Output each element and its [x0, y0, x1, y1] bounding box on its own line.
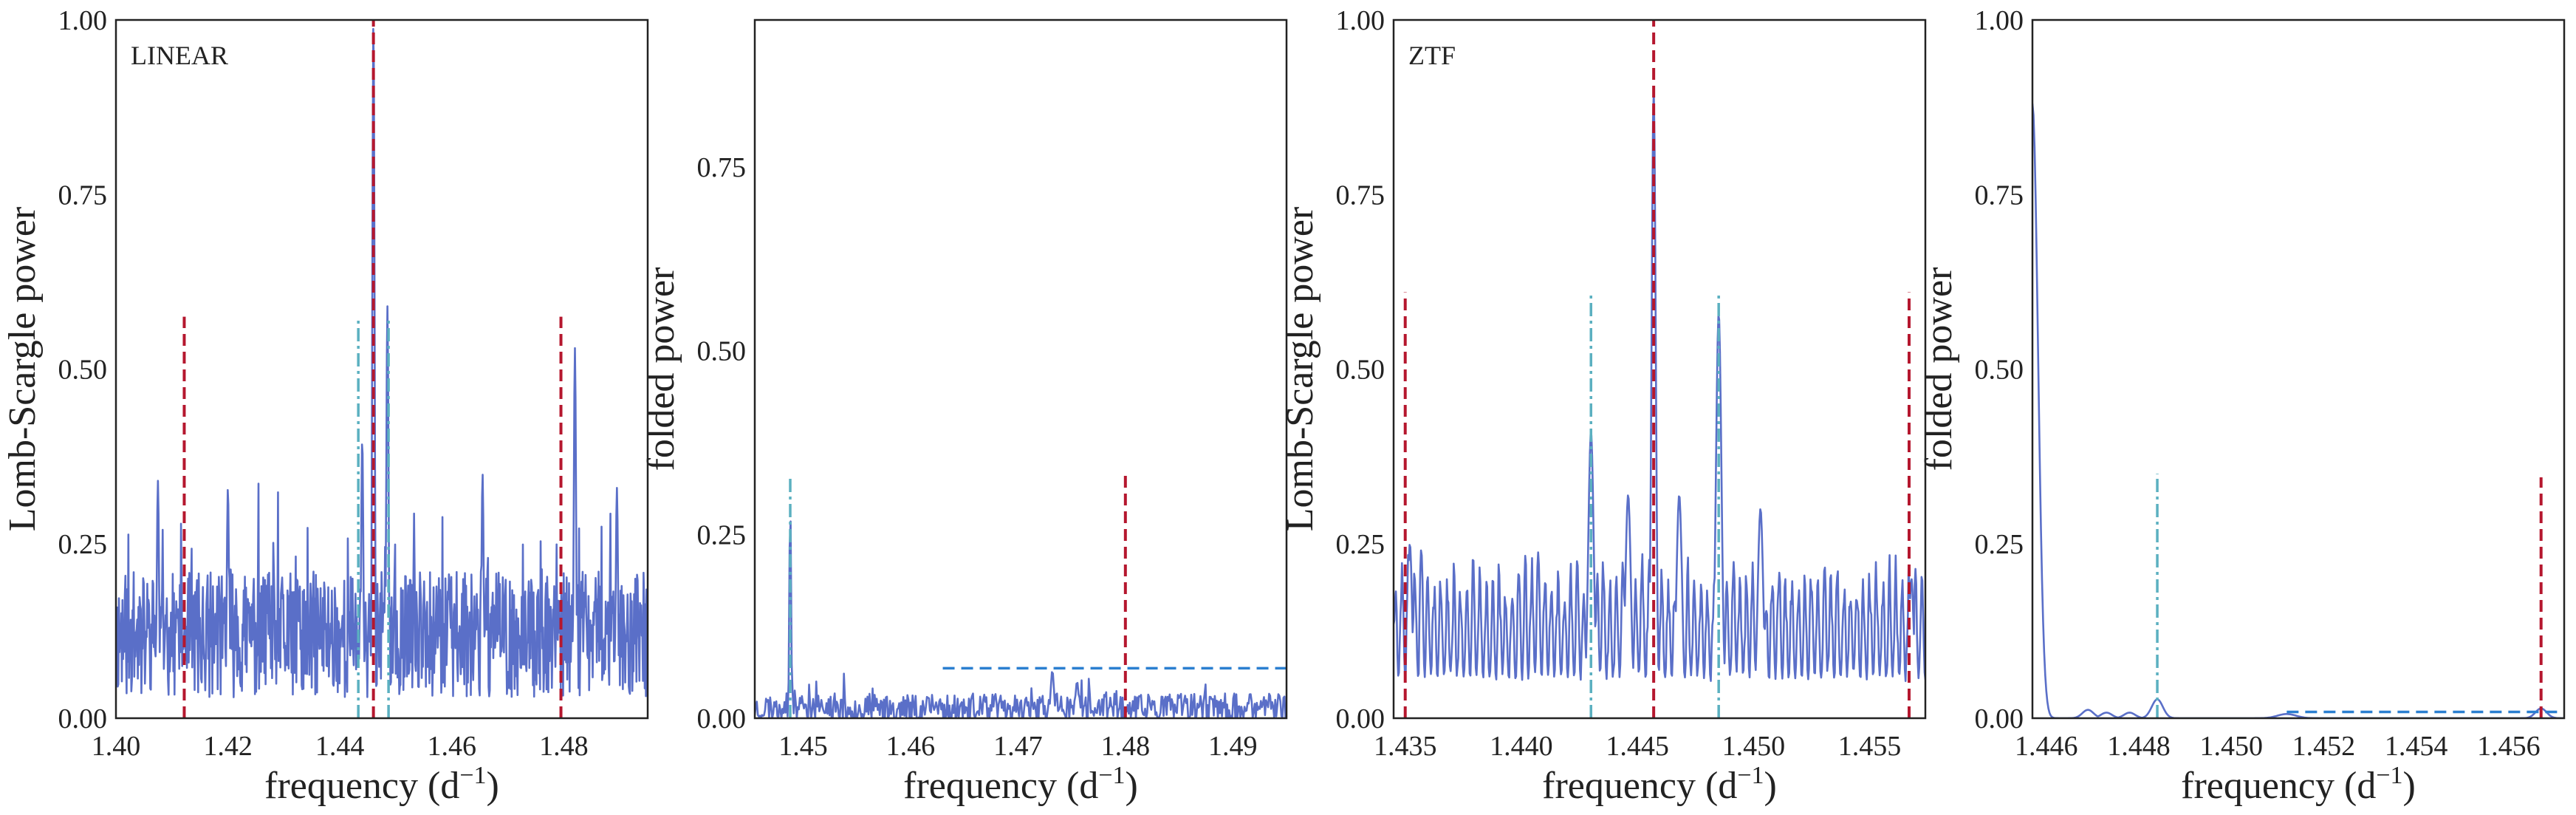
y-tick-label: 1.00	[1336, 5, 1385, 36]
y-tick-label: 0.25	[1336, 529, 1385, 560]
y-tick-label: 0.00	[697, 703, 747, 734]
x-tick-label: 1.445	[1606, 731, 1669, 762]
x-tick-label: 1.454	[2385, 731, 2448, 762]
y-tick-label: 0.50	[1336, 355, 1385, 386]
y-tick-label: 0.00	[1336, 703, 1385, 734]
spectrum-line	[755, 520, 1287, 718]
plot-area	[2032, 103, 2564, 718]
y-tick-label: 1.00	[1975, 5, 2024, 36]
x-tick-label: 1.440	[1490, 731, 1553, 762]
y-tick-label: 0.75	[1336, 180, 1385, 211]
axes-frame	[1392, 18, 1927, 720]
x-tick-label: 1.42	[203, 731, 253, 762]
y-tick-label: 0.25	[58, 529, 108, 560]
x-tick-label: 1.40	[92, 731, 141, 762]
y-axis-title: Lomb-Scargle power	[1279, 207, 1321, 531]
x-tick-label: 1.452	[2292, 731, 2356, 762]
axes-frame	[114, 18, 649, 720]
x-tick-label: 1.456	[2477, 731, 2541, 762]
y-tick-label: 1.00	[58, 5, 108, 36]
y-tick-label: 0.25	[697, 519, 747, 550]
y-tick-label: 0.25	[1975, 529, 2024, 560]
panel-tag: LINEAR	[131, 41, 228, 70]
x-axis-title: frequency (d−1)	[264, 762, 499, 807]
x-axis-title: frequency (d−1)	[903, 762, 1138, 807]
x-tick-label: 1.46	[886, 731, 936, 762]
x-tick-label: 1.49	[1208, 731, 1258, 762]
x-tick-label: 1.448	[2107, 731, 2171, 762]
axes-frame	[2031, 18, 2566, 720]
x-tick-label: 1.46	[427, 731, 476, 762]
chart-panel-2: 1.45 1.46 1.47 1.48 1.49 0.00 0.25 0.50 0.75 freq…	[640, 18, 1288, 807]
x-tick-label: 1.48	[1101, 731, 1151, 762]
x-tick-label: 1.450	[2199, 731, 2263, 762]
plot-area	[1394, 20, 1925, 718]
x-axis-title: frequency (d−1)	[2181, 762, 2416, 807]
y-axis-title: Lomb-Scargle power	[1, 207, 44, 531]
x-tick-label: 1.47	[993, 731, 1043, 762]
x-tick-label: 1.455	[1838, 731, 1902, 762]
y-tick-label: 0.00	[1975, 703, 2024, 734]
plot-area	[755, 475, 1287, 718]
y-tick-label: 0.75	[1975, 180, 2024, 211]
y-tick-label: 0.75	[58, 180, 108, 211]
panel-tag: ZTF	[1408, 41, 1456, 70]
y-axis-title: folded power	[1918, 267, 1960, 471]
x-tick-label: 1.450	[1722, 731, 1786, 762]
spectrum-line	[2032, 103, 2564, 718]
x-axis-title: frequency (d−1)	[1542, 762, 1777, 807]
x-tick-label: 1.44	[315, 731, 365, 762]
chart-panel-4: 1.446 1.448 1.450 1.452 1.454 1.456 0.00 0.25 0.…	[1918, 5, 2566, 807]
spectrum-line	[1394, 89, 1925, 683]
y-tick-label: 0.75	[697, 152, 747, 183]
y-tick-label: 0.50	[1975, 355, 2024, 386]
chart-panel-1: 1.40 1.42 1.44 1.46 1.48 0.00 0.25 0.50 0.75 1.00…	[1, 5, 649, 807]
x-tick-label: 1.446	[2015, 731, 2078, 762]
x-tick-label: 1.435	[1374, 731, 1437, 762]
x-tick-label: 1.45	[778, 731, 828, 762]
x-tick-label: 1.48	[539, 731, 589, 762]
spectrum-line	[116, 27, 648, 698]
y-tick-label: 0.00	[58, 703, 108, 734]
y-tick-label: 0.50	[58, 355, 108, 386]
axes-frame	[753, 18, 1288, 720]
plot-area	[116, 20, 648, 718]
y-tick-label: 0.50	[697, 336, 747, 367]
y-axis-title: folded power	[640, 267, 682, 471]
chart-panel-3: 1.435 1.440 1.445 1.450 1.455 0.00 0.25 0.50 0.7…	[1279, 5, 1927, 807]
